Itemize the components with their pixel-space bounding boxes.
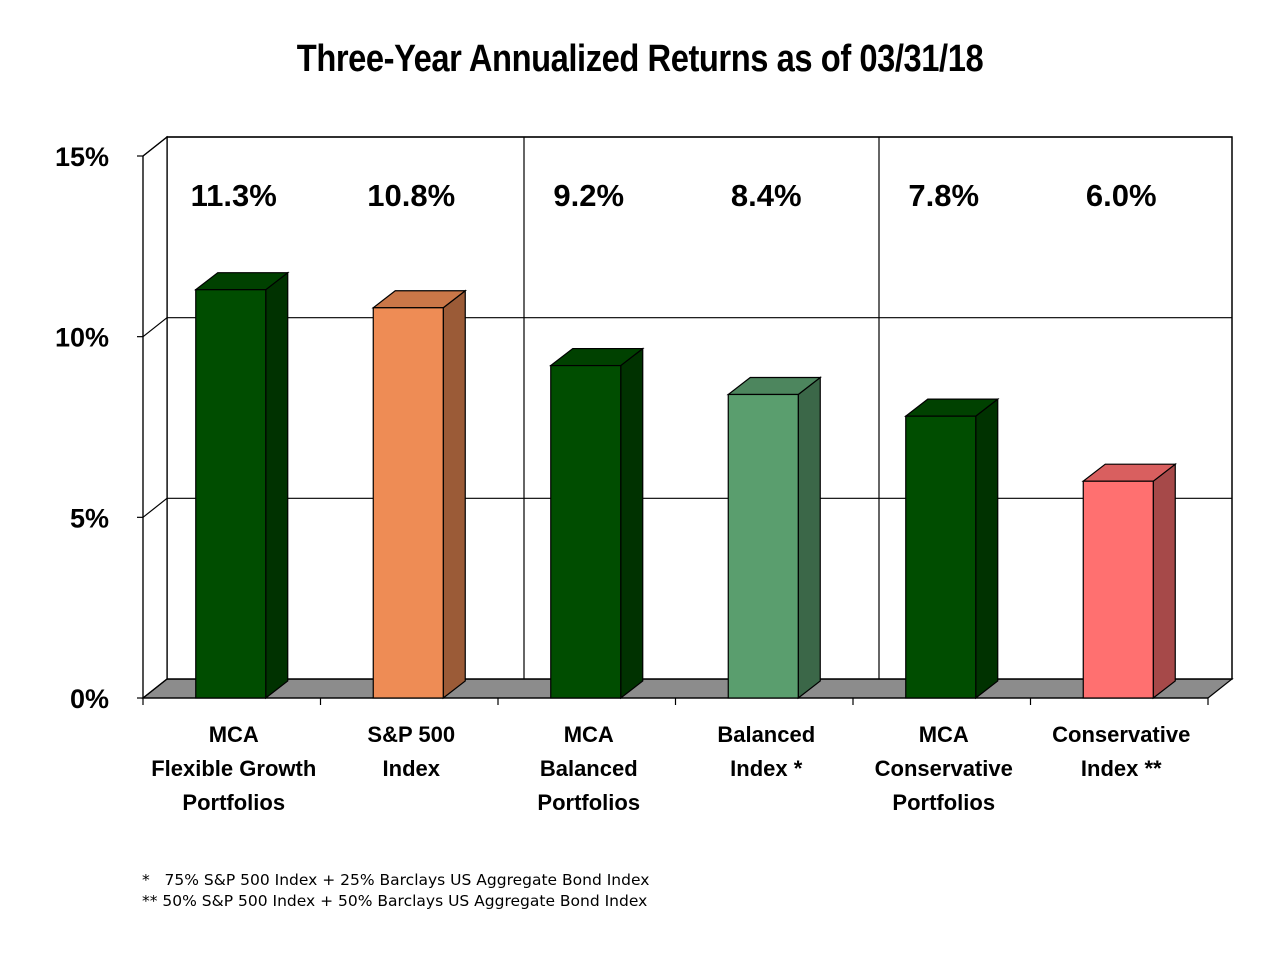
x-category-label: Index — [383, 756, 441, 781]
chart-title: Three-Year Annualized Returns as of 03/3… — [296, 38, 984, 80]
x-category-label: Balanced — [717, 722, 815, 747]
gridline-side — [142, 317, 168, 338]
bar-front — [905, 415, 977, 699]
x-category-label: Portfolios — [537, 790, 640, 815]
footnote-2: ** 50% S&P 500 Index + 50% Barclays US A… — [142, 892, 648, 910]
y-tick-label: 10% — [55, 323, 109, 353]
bar-side — [797, 376, 821, 700]
x-category-label: Conservative — [1052, 722, 1190, 747]
gridline-side — [142, 497, 168, 518]
bar-side — [975, 397, 999, 700]
x-category-label: MCA — [564, 722, 614, 747]
footnote-1: * 75% S&P 500 Index + 25% Barclays US Ag… — [142, 871, 650, 889]
y-tick-label: 15% — [55, 142, 109, 172]
y-tick-label: 5% — [70, 503, 109, 533]
bar — [371, 289, 468, 700]
data-label: 11.3% — [191, 178, 277, 213]
y-tick-label: 0% — [70, 684, 109, 714]
gridline-side — [142, 136, 168, 157]
bar-front — [195, 289, 267, 699]
bar-front — [727, 393, 799, 699]
bar — [193, 271, 290, 700]
bar — [1081, 462, 1178, 700]
x-category-label: S&P 500 — [367, 722, 455, 747]
data-label: 6.0% — [1086, 178, 1157, 213]
x-category-label: Portfolios — [182, 790, 285, 815]
chart-back-wall — [166, 136, 1233, 680]
bar-front — [550, 364, 622, 699]
bar-side — [442, 289, 466, 700]
footnotes: * 75% S&P 500 Index + 25% Barclays US Ag… — [142, 870, 649, 912]
x-category-label: Conservative — [875, 756, 1013, 781]
bar-front — [372, 307, 444, 699]
x-category-label: Portfolios — [892, 790, 995, 815]
x-category-label: Flexible Growth — [151, 756, 316, 781]
data-label: 9.2% — [553, 178, 624, 213]
x-category-label: Index * — [730, 756, 803, 781]
bar — [726, 376, 823, 700]
chart-floor — [141, 678, 1234, 699]
chart-left-wall — [142, 135, 168, 700]
gridline-side — [142, 678, 168, 699]
x-category-label: Index ** — [1081, 756, 1162, 781]
x-category-label: MCA — [919, 722, 969, 747]
bar — [903, 397, 1000, 700]
bar — [548, 347, 645, 700]
x-category-label: MCA — [209, 722, 259, 747]
data-label: 10.8% — [367, 178, 455, 213]
x-category-label: Balanced — [540, 756, 638, 781]
bar-side — [265, 271, 289, 700]
bar-front — [1082, 480, 1154, 699]
bar-side — [1152, 462, 1176, 700]
data-label: 7.8% — [908, 178, 979, 213]
data-label: 8.4% — [731, 178, 802, 213]
bar-side — [620, 347, 644, 700]
